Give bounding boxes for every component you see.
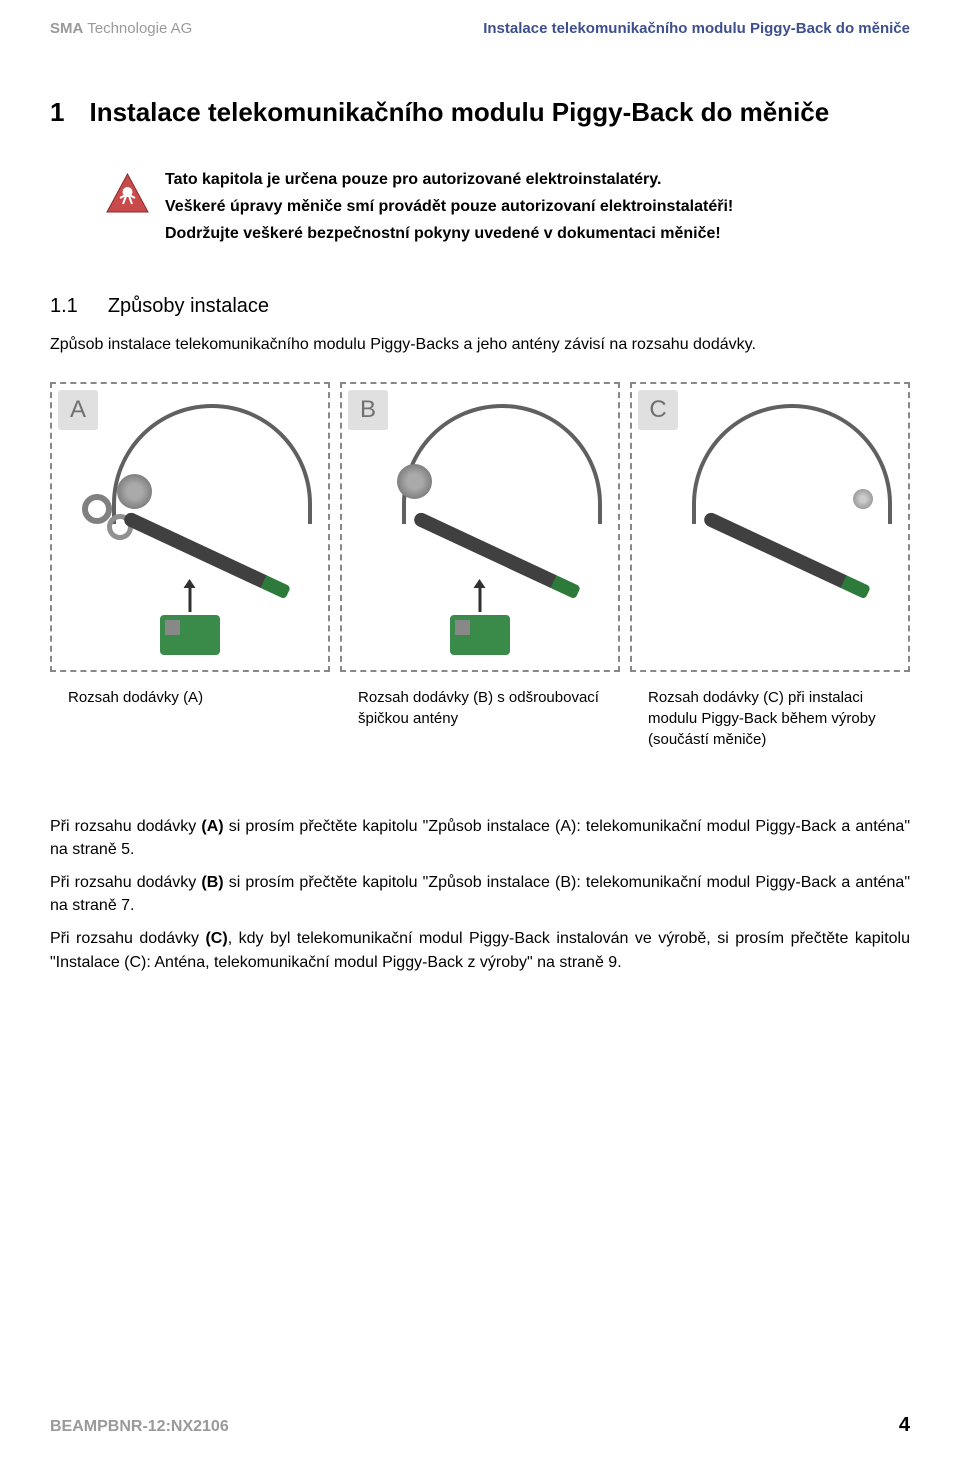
paragraph-b: Při rozsahu dodávky (B) si prosím přečtě… bbox=[50, 871, 910, 917]
warning-icon bbox=[105, 172, 150, 217]
subsection-title: Způsoby instalace bbox=[108, 295, 269, 318]
figure-c: C bbox=[630, 382, 910, 672]
body-paragraphs: Při rozsahu dodávky (A) si prosím přečtě… bbox=[50, 815, 910, 974]
company-name-light: Technologie AG bbox=[83, 20, 192, 37]
caption-c: Rozsah dodávky (C) při instalaci modulu … bbox=[630, 687, 910, 750]
figure-b-content bbox=[352, 434, 608, 660]
header-title-right: Instalace telekomunikačního modulu Piggy… bbox=[483, 20, 910, 37]
footer-doc-id: BEAMPBNR-12:NX2106 bbox=[50, 1418, 229, 1436]
section-title: Instalace telekomunikačního modulu Piggy… bbox=[89, 97, 829, 128]
company-name: SMA Technologie AG bbox=[50, 20, 192, 37]
warning-line-3: Dodržujte veškeré bezpečnostní pokyny uv… bbox=[165, 222, 733, 245]
caption-a: Rozsah dodávky (A) bbox=[50, 687, 330, 750]
warning-text: Tato kapitola je určena pouze pro autori… bbox=[165, 168, 733, 250]
subsection-heading: 1.1 Způsoby instalace bbox=[50, 295, 910, 318]
p1-bold: (A) bbox=[201, 818, 223, 835]
section-number: 1 bbox=[50, 97, 64, 128]
warning-line-2: Veškeré úpravy měniče smí provádět pouze… bbox=[165, 195, 733, 218]
figure-label-a: A bbox=[58, 390, 98, 430]
p2-bold: (B) bbox=[201, 874, 223, 891]
paragraph-a: Při rozsahu dodávky (A) si prosím přečtě… bbox=[50, 815, 910, 861]
paragraph-c: Při rozsahu dodávky (C), kdy byl telekom… bbox=[50, 927, 910, 973]
company-name-bold: SMA bbox=[50, 20, 83, 37]
page-footer: BEAMPBNR-12:NX2106 4 bbox=[50, 1414, 910, 1437]
figures-row: A B C bbox=[50, 382, 910, 672]
warning-block: Tato kapitola je určena pouze pro autori… bbox=[105, 168, 910, 250]
p3-bold: (C) bbox=[205, 930, 227, 947]
subsection-intro: Způsob instalace telekomunikačního modul… bbox=[50, 333, 910, 357]
footer-page-number: 4 bbox=[899, 1414, 910, 1437]
warning-line-1: Tato kapitola je určena pouze pro autori… bbox=[165, 168, 733, 191]
page-header: SMA Technologie AG Instalace telekomunik… bbox=[50, 20, 910, 37]
figure-label-c: C bbox=[638, 390, 678, 430]
p1-pre: Při rozsahu dodávky bbox=[50, 818, 201, 835]
p2-pre: Při rozsahu dodávky bbox=[50, 874, 201, 891]
figure-c-content bbox=[642, 434, 898, 660]
subsection-number: 1.1 bbox=[50, 295, 78, 318]
figure-a: A bbox=[50, 382, 330, 672]
p3-pre: Při rozsahu dodávky bbox=[50, 930, 205, 947]
caption-b: Rozsah dodávky (B) s odšroubovací špičko… bbox=[340, 687, 620, 750]
figure-b: B bbox=[340, 382, 620, 672]
figure-label-b: B bbox=[348, 390, 388, 430]
captions-row: Rozsah dodávky (A) Rozsah dodávky (B) s … bbox=[50, 687, 910, 750]
section-heading: 1 Instalace telekomunikačního modulu Pig… bbox=[50, 97, 910, 128]
figure-a-content bbox=[62, 434, 318, 660]
